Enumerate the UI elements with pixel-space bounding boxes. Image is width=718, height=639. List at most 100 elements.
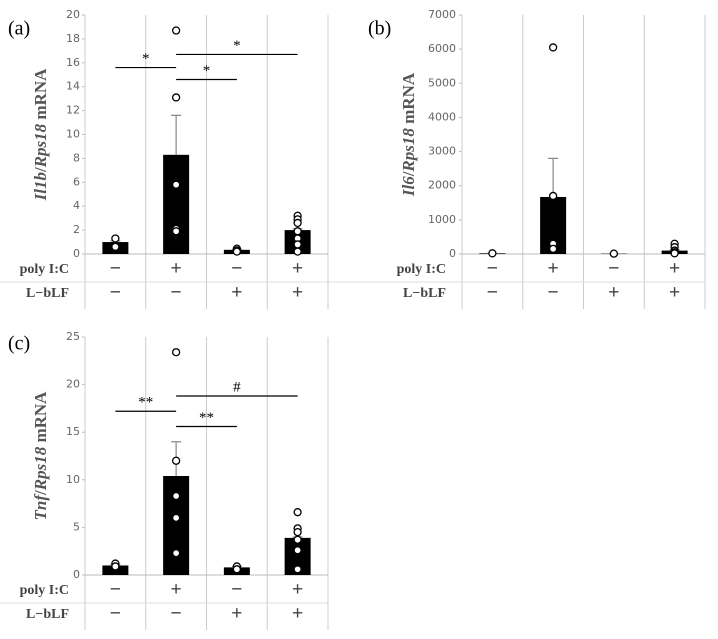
data-point <box>232 247 242 256</box>
condition-value: − <box>487 258 498 280</box>
data-point <box>171 93 181 102</box>
y-tick-label: 8 <box>73 151 80 164</box>
significance-label: * <box>142 51 150 67</box>
y-axis-label-part: Rps18 <box>31 123 50 168</box>
condition-value: + <box>231 603 242 625</box>
y-tick-label: 4 <box>73 199 80 212</box>
condition-name: poly I:C <box>397 262 446 277</box>
condition-value: − <box>110 282 121 304</box>
condition-name: L−bLF <box>26 607 69 622</box>
panel-label: (b) <box>368 18 391 40</box>
panel-label: (c) <box>8 333 30 355</box>
y-tick-label: 0 <box>73 247 80 260</box>
data-point <box>609 249 619 258</box>
data-point <box>548 43 558 52</box>
data-point <box>293 546 302 555</box>
y-tick-label: 20 <box>66 378 80 391</box>
data-point <box>171 513 181 523</box>
data-point <box>670 249 679 258</box>
y-tick-label: 6000 <box>428 42 456 55</box>
error-bar <box>171 114 182 155</box>
condition-value: − <box>547 282 558 304</box>
data-point <box>548 191 558 201</box>
y-tick-label: 6 <box>73 175 80 188</box>
data-point <box>171 456 181 465</box>
significance-label: ** <box>138 395 153 411</box>
y-tick-label: 0 <box>449 247 456 260</box>
data-point <box>171 491 181 501</box>
data-point <box>488 249 497 258</box>
y-axis-label-part: Il6 <box>399 176 418 197</box>
significance-label: * <box>233 38 241 54</box>
significance-label: ** <box>199 410 214 426</box>
condition-value: − <box>170 603 181 625</box>
significance-label: * <box>203 63 211 79</box>
data-point <box>232 565 242 574</box>
y-tick-label: 25 <box>66 330 80 343</box>
y-tick-label: 10 <box>66 473 80 486</box>
condition-value: + <box>608 282 619 304</box>
y-axis-label-part: Rps18 <box>399 128 418 173</box>
y-axis-label: Tnf/Rps18 mRNA <box>31 391 50 521</box>
y-axis-label-part: Rps18 <box>31 446 50 491</box>
y-axis-label-part: mRNA <box>399 72 418 128</box>
data-point <box>293 247 302 256</box>
data-point <box>171 348 181 357</box>
y-axis-label-part: / <box>399 171 418 177</box>
panel-label: (a) <box>8 18 30 40</box>
condition-value: − <box>487 282 498 304</box>
y-axis-label-part: / <box>31 490 50 496</box>
data-point <box>548 244 558 254</box>
condition-value: + <box>170 258 181 280</box>
y-tick-label: 18 <box>66 32 80 45</box>
y-axis-label-part: / <box>31 167 50 173</box>
y-axis-label-part: Il1b <box>31 172 50 201</box>
condition-value: − <box>231 579 242 601</box>
condition-name: poly I:C <box>20 583 69 598</box>
y-tick-label: 2 <box>73 223 80 236</box>
condition-value: + <box>292 579 303 601</box>
y-tick-label: 7000 <box>428 8 456 21</box>
y-axis-label: Il6/Rps18 mRNA <box>399 72 418 197</box>
data-point <box>293 227 302 236</box>
y-tick-label: 2000 <box>428 179 456 192</box>
y-tick-label: 1000 <box>428 213 456 226</box>
y-tick-label: 15 <box>66 425 80 438</box>
y-tick-label: 4000 <box>428 110 456 123</box>
y-tick-label: 0 <box>73 568 80 581</box>
data-point <box>293 218 302 228</box>
condition-name: L−bLF <box>403 286 446 301</box>
significance-label: # <box>233 379 241 395</box>
data-point <box>171 227 181 236</box>
y-tick-label: 10 <box>66 128 80 141</box>
y-tick-label: 14 <box>66 80 80 93</box>
data-point <box>293 528 302 537</box>
data-point <box>293 240 302 249</box>
data-point <box>171 548 181 558</box>
y-tick-label: 3000 <box>428 145 456 158</box>
data-point <box>171 26 181 35</box>
condition-value: − <box>608 258 619 280</box>
y-axis-label-part: Tnf <box>31 493 50 521</box>
y-tick-label: 20 <box>66 8 80 21</box>
condition-value: + <box>292 603 303 625</box>
condition-value: + <box>292 282 303 304</box>
condition-value: − <box>110 258 121 280</box>
data-point <box>293 508 302 517</box>
y-tick-label: 16 <box>66 56 80 69</box>
data-point <box>293 565 302 574</box>
y-tick-label: 5000 <box>428 76 456 89</box>
condition-name: L−bLF <box>26 286 69 301</box>
data-point <box>111 242 120 251</box>
condition-value: + <box>547 258 558 280</box>
y-tick-label: 12 <box>66 104 80 117</box>
condition-value: + <box>669 258 680 280</box>
condition-value: + <box>170 579 181 601</box>
condition-value: + <box>292 258 303 280</box>
error-bar <box>548 157 559 197</box>
data-point <box>111 562 120 571</box>
y-axis-label: Il1b/Rps18 mRNA <box>31 68 50 202</box>
condition-value: − <box>231 258 242 280</box>
y-tick-label: 5 <box>73 520 80 533</box>
